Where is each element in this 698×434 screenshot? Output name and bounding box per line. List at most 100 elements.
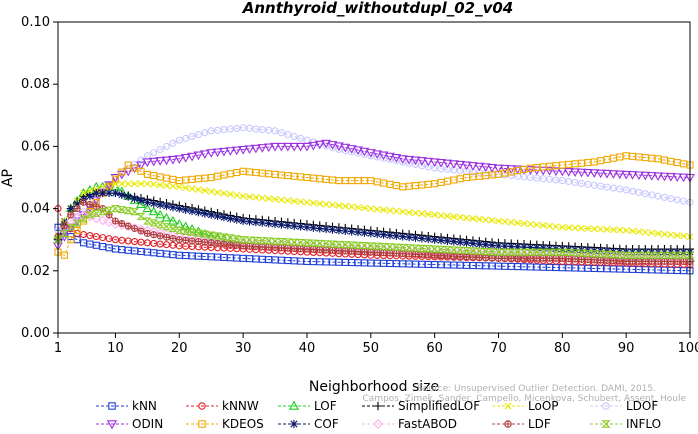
data-point: [220, 189, 228, 197]
data-point: [578, 256, 585, 263]
data-point: [597, 225, 605, 233]
data-point: [329, 201, 336, 209]
data-point: [194, 208, 203, 217]
series-LoOP: [54, 180, 694, 240]
data-point: [150, 231, 157, 238]
legend-item: kNNW: [186, 399, 259, 413]
data-point: [526, 243, 535, 252]
data-point: [621, 170, 632, 180]
data-point: [647, 251, 657, 259]
data-point: [463, 214, 470, 222]
data-point: [259, 243, 266, 250]
data-point: [533, 255, 540, 262]
x-tick-label: 90: [618, 341, 635, 356]
data-point: [685, 251, 695, 259]
data-point: [438, 252, 445, 259]
data-point: [180, 221, 191, 231]
data-point: [546, 222, 553, 230]
data-point: [443, 236, 452, 245]
data-point: [424, 210, 432, 218]
data-point: [504, 402, 512, 410]
data-point: [521, 255, 528, 262]
data-point: [448, 160, 459, 169]
data-point: [283, 238, 293, 246]
data-point: [80, 199, 87, 206]
data-point: [174, 226, 184, 234]
data-point: [361, 204, 368, 212]
data-point: [231, 146, 242, 156]
data-point: [404, 244, 414, 252]
data-point: [180, 154, 191, 163]
data-point: [271, 220, 280, 229]
data-point: [418, 251, 425, 258]
data-point: [463, 253, 470, 260]
data-point: [379, 230, 388, 239]
data-point: [315, 239, 325, 247]
data-point: [504, 420, 512, 428]
data-point: [110, 173, 121, 183]
data-point: [482, 254, 489, 261]
data-point: [104, 217, 114, 228]
legend-label: INFLO: [626, 417, 661, 431]
series-line: [57, 183, 691, 238]
data-point: [288, 400, 300, 410]
data-point: [392, 207, 400, 215]
data-point: [98, 189, 107, 198]
data-point: [181, 227, 191, 235]
data-point: [373, 205, 381, 213]
data-point: [291, 245, 298, 252]
data-point: [680, 197, 688, 205]
data-point: [161, 212, 172, 222]
legend-item: COF: [278, 417, 339, 431]
data-point: [239, 217, 248, 226]
data-point: [157, 232, 164, 239]
data-point: [225, 147, 236, 156]
data-point: [219, 213, 228, 222]
data-point: [193, 151, 204, 161]
data-point: [91, 209, 101, 217]
data-point: [391, 154, 402, 163]
data-point: [545, 244, 554, 253]
data-point: [641, 190, 649, 198]
data-point: [322, 225, 331, 234]
data-point: [615, 251, 625, 259]
data-point: [398, 232, 407, 241]
data-point: [480, 163, 491, 173]
data-point: [92, 189, 101, 198]
data-point: [148, 206, 159, 216]
data-point: [527, 255, 534, 262]
data-point: [272, 244, 279, 251]
data-point: [131, 180, 138, 188]
data-point: [494, 248, 503, 256]
data-point: [392, 243, 401, 251]
data-point: [207, 210, 216, 219]
data-point: [489, 255, 496, 262]
data-point: [212, 148, 223, 158]
data-point: [199, 150, 210, 159]
data-point: [175, 136, 183, 144]
data-point: [488, 241, 497, 250]
data-point: [519, 248, 529, 256]
data-point: [552, 255, 559, 262]
data-point: [156, 145, 164, 154]
data-point: [476, 254, 483, 261]
data-point: [168, 203, 177, 212]
data-point: [263, 143, 274, 153]
data-point: [431, 211, 439, 219]
data-point: [468, 239, 477, 248]
data-point: [608, 170, 619, 179]
y-tick-label: 0.06: [21, 139, 50, 154]
data-point: [397, 155, 408, 164]
data-point: [661, 230, 668, 238]
data-point: [628, 187, 637, 195]
data-point: [462, 247, 471, 255]
data-point: [328, 225, 337, 234]
data-point: [182, 237, 189, 244]
data-point: [455, 160, 466, 170]
legend-item: LoOP: [492, 399, 559, 413]
data-point: [125, 223, 132, 230]
data-point: [614, 170, 625, 180]
data-point: [399, 208, 407, 216]
data-point: [353, 241, 363, 249]
